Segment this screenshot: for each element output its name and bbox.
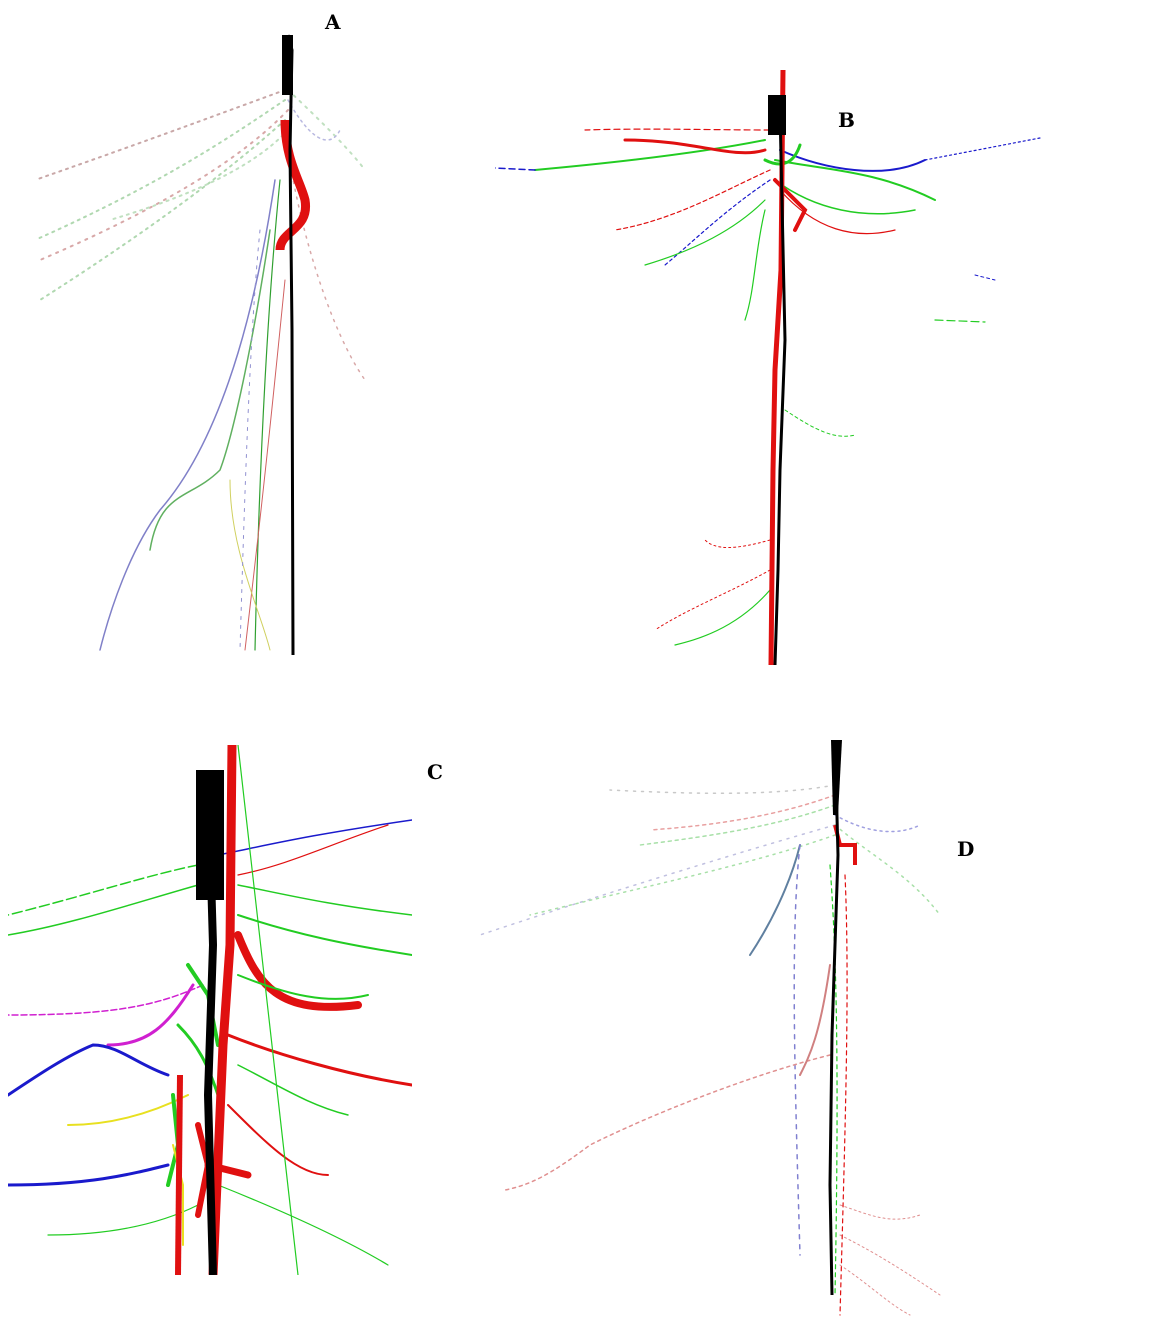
taproot-d [828, 739, 840, 1296]
lateral-roots-c [8, 745, 412, 1275]
main-root-red-c [208, 745, 237, 1275]
root-image-d [450, 735, 1050, 1325]
panel-label-c: C [427, 760, 443, 784]
lateral-roots-d [479, 784, 941, 1316]
root-image-c [8, 745, 412, 1275]
main-root-red-a [275, 119, 310, 251]
panel-label-d: D [957, 837, 975, 861]
root-image-a [30, 30, 370, 655]
lateral-roots-b [495, 128, 1041, 646]
panel-label-b: B [838, 108, 855, 132]
panel-label-a: A [325, 10, 341, 34]
lateral-roots-a [34, 89, 366, 651]
root-image-b [495, 70, 1055, 665]
taproot-b [773, 109, 787, 665]
